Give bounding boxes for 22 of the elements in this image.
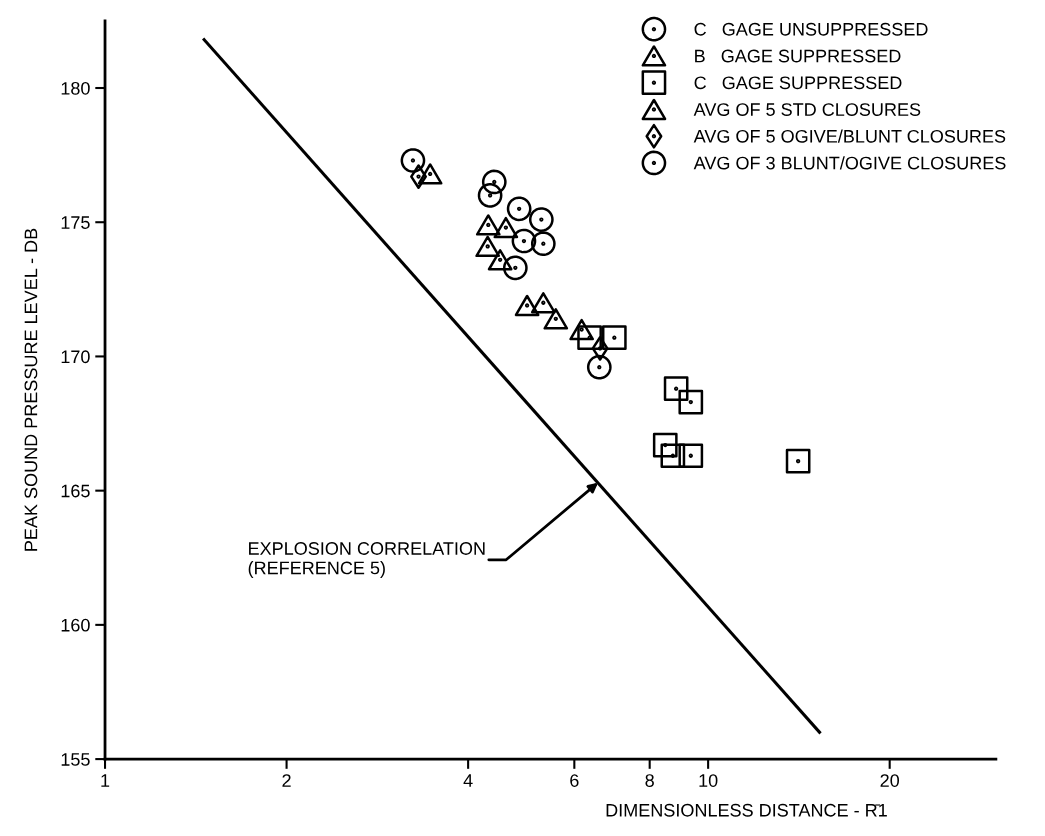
x-axis-title: DIMENSIONLESS DISTANCE - R̄1 <box>606 803 887 817</box>
legend-label: C GAGE UNSUPPRESSED <box>694 22 928 36</box>
legend-label: C GAGE SUPPRESSED <box>694 76 902 90</box>
legend-label: AVG OF 3 BLUNT/OGIVE CLOSURES <box>693 156 1006 170</box>
y-axis-title: PEAK SOUND PRESSURE LEVEL - DB <box>24 228 38 551</box>
x-tick-label: 4 <box>463 774 473 787</box>
y-tick-label: 180 <box>61 81 90 95</box>
x-tick-label: 20 <box>880 774 900 787</box>
y-tick-label: 170 <box>61 350 90 364</box>
x-tick-label: 8 <box>645 774 654 787</box>
legend-label: AVG OF 5 OGIVE/BLUNT CLOSURES <box>693 129 1006 143</box>
y-tick-label: 155 <box>61 753 90 766</box>
x-tick-label: 2 <box>282 774 291 787</box>
x-tick-label: 6 <box>570 774 579 787</box>
legend-label: B GAGE SUPPRESSED <box>695 49 901 63</box>
x-tick-label: 10 <box>699 774 718 787</box>
x-tick-label: 1 <box>101 774 110 787</box>
y-tick-label: 165 <box>61 484 90 498</box>
y-tick-label: 175 <box>61 216 90 229</box>
legend-label: AVG OF 5 STD CLOSURES <box>693 103 921 116</box>
y-tick-label: 160 <box>61 618 90 632</box>
annotation: EXPLOSION CORRELATION (REFERENCE 5) <box>248 542 485 578</box>
